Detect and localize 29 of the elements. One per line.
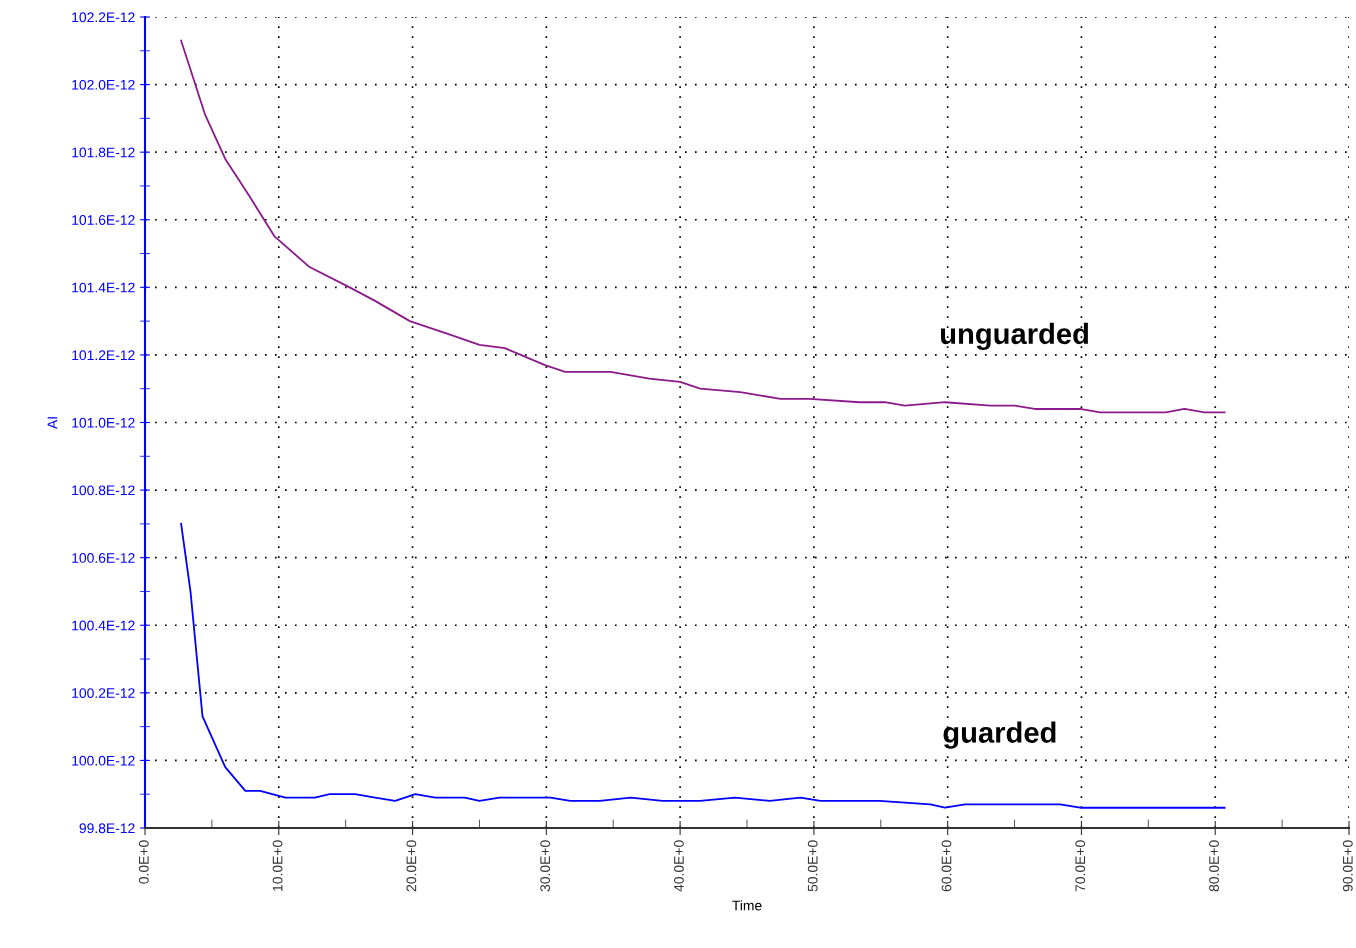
- y-axis-title: AI: [47, 417, 58, 430]
- y-tick-label: 100.6E-12: [72, 553, 135, 563]
- y-tick-label: 101.6E-12: [72, 215, 135, 225]
- x-axis-title: Time: [732, 900, 762, 911]
- y-tick-label: 101.8E-12: [72, 147, 135, 158]
- x-tick-label: 30.0E+0: [540, 840, 551, 892]
- y-tick-label: 102.2E-12: [72, 12, 135, 23]
- series-label: guarded: [943, 721, 1056, 749]
- y-tick-label: 102.0E-12: [72, 79, 135, 90]
- y-tick-label: 100.0E-12: [72, 755, 135, 766]
- y-tick-label: 100.8E-12: [72, 485, 135, 496]
- y-tick-label: 101.2E-12: [72, 350, 135, 361]
- y-tick-label: 101.0E-12: [72, 417, 135, 428]
- x-tick-label: 40.0E+0: [674, 840, 684, 892]
- y-tick-label: 100.4E-12: [72, 620, 135, 631]
- x-tick-label: 60.0E+0: [941, 840, 952, 892]
- y-tick-label: 101.4E-12: [72, 282, 135, 293]
- x-tick-label: 20.0E+0: [406, 840, 417, 892]
- x-tick-label: 10.0E+0: [272, 840, 283, 891]
- line-series: [180, 522, 1226, 809]
- x-tick-label: 0.0E+0: [138, 840, 149, 884]
- x-tick-label: 50.0E+0: [807, 840, 818, 892]
- y-tick-label: 99.8E-12: [79, 823, 135, 834]
- x-tick-label: 70.0E+0: [1075, 840, 1086, 892]
- series-label: unguarded: [941, 322, 1088, 351]
- x-tick-label: 90.0E+0: [1342, 840, 1353, 892]
- line-series: [180, 39, 1226, 414]
- x-tick-label: 80.0E+0: [1209, 840, 1219, 892]
- y-tick-label: 100.2E-12: [72, 688, 135, 698]
